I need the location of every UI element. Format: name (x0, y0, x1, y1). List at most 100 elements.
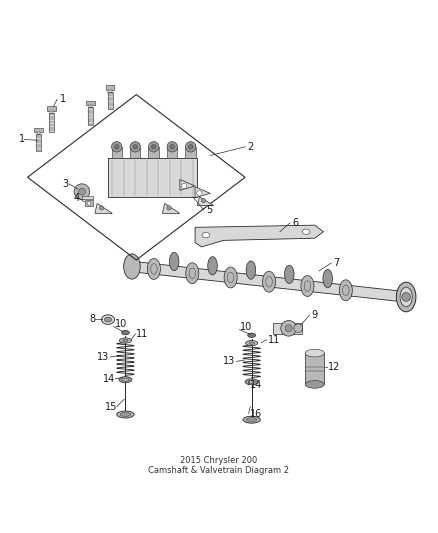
Polygon shape (195, 225, 323, 247)
Bar (85, 200, 93, 206)
Bar (106, 85, 114, 90)
Bar (185, 147, 196, 158)
Ellipse shape (147, 259, 160, 279)
Ellipse shape (285, 265, 294, 284)
Bar (88, 107, 93, 125)
Circle shape (74, 184, 90, 199)
Ellipse shape (305, 349, 324, 357)
Ellipse shape (186, 263, 199, 284)
Ellipse shape (323, 270, 332, 288)
Ellipse shape (396, 282, 416, 312)
Text: 5: 5 (206, 205, 212, 215)
Circle shape (197, 191, 202, 196)
Polygon shape (95, 204, 113, 213)
Ellipse shape (302, 229, 310, 235)
Ellipse shape (119, 377, 132, 383)
Ellipse shape (208, 257, 217, 275)
Circle shape (112, 142, 122, 152)
Circle shape (281, 320, 297, 336)
Circle shape (294, 324, 303, 333)
Ellipse shape (170, 253, 179, 271)
Text: 7: 7 (333, 258, 339, 268)
Bar (109, 90, 112, 93)
Text: 15: 15 (105, 402, 117, 411)
Ellipse shape (248, 333, 255, 337)
Bar (112, 147, 122, 158)
Text: 12: 12 (328, 362, 340, 373)
Text: 9: 9 (311, 310, 318, 320)
Bar (82, 196, 93, 199)
Circle shape (115, 144, 119, 149)
Text: 16: 16 (250, 409, 262, 418)
Bar (37, 132, 40, 135)
Ellipse shape (119, 338, 131, 343)
Circle shape (402, 293, 410, 301)
Ellipse shape (339, 280, 352, 301)
Ellipse shape (202, 232, 210, 238)
Circle shape (167, 206, 171, 210)
Circle shape (285, 325, 292, 332)
Bar (36, 134, 41, 151)
Ellipse shape (246, 341, 258, 346)
Ellipse shape (105, 317, 112, 322)
Ellipse shape (247, 418, 257, 422)
Circle shape (133, 144, 138, 149)
Text: 14: 14 (103, 374, 115, 384)
Circle shape (185, 142, 196, 152)
Circle shape (99, 206, 104, 210)
Text: 10: 10 (115, 319, 127, 329)
Ellipse shape (224, 267, 237, 288)
Ellipse shape (120, 413, 131, 416)
Text: 11: 11 (136, 329, 148, 339)
Bar (305, 353, 324, 384)
Text: 10: 10 (240, 322, 252, 333)
Circle shape (152, 144, 156, 149)
Text: 2015 Chrysler 200
Camshaft & Valvetrain Diagram 2: 2015 Chrysler 200 Camshaft & Valvetrain … (148, 456, 290, 475)
Circle shape (170, 144, 174, 149)
Circle shape (130, 142, 141, 152)
Bar (34, 128, 42, 132)
Text: 4: 4 (73, 193, 79, 203)
Ellipse shape (301, 276, 314, 296)
Ellipse shape (124, 254, 140, 279)
Text: 14: 14 (250, 380, 262, 390)
Circle shape (201, 198, 206, 203)
Polygon shape (197, 197, 214, 206)
Ellipse shape (249, 342, 254, 344)
Ellipse shape (245, 379, 258, 385)
Bar (86, 101, 95, 106)
Ellipse shape (262, 271, 276, 292)
Text: 3: 3 (62, 179, 68, 189)
Bar (49, 111, 53, 114)
Ellipse shape (117, 411, 134, 418)
Bar (167, 147, 177, 158)
Polygon shape (180, 180, 195, 190)
Text: 11: 11 (268, 335, 280, 345)
Text: 13: 13 (97, 352, 110, 362)
Text: 13: 13 (223, 357, 236, 366)
Text: 6: 6 (292, 218, 298, 228)
Bar (89, 105, 92, 108)
Text: 1: 1 (19, 134, 25, 144)
Polygon shape (195, 187, 210, 198)
Bar (148, 147, 159, 158)
Ellipse shape (305, 381, 324, 388)
Text: 1: 1 (60, 94, 66, 104)
Circle shape (188, 144, 193, 149)
Polygon shape (273, 323, 302, 334)
Ellipse shape (243, 416, 260, 423)
Text: 2: 2 (247, 142, 254, 152)
Bar (49, 113, 54, 132)
Polygon shape (162, 204, 180, 213)
Ellipse shape (102, 315, 115, 325)
Circle shape (167, 142, 177, 152)
Ellipse shape (122, 378, 129, 381)
Bar (130, 147, 141, 158)
Bar (108, 158, 197, 197)
Ellipse shape (400, 287, 412, 307)
Polygon shape (131, 261, 407, 302)
Ellipse shape (121, 330, 129, 335)
Ellipse shape (248, 381, 255, 383)
Circle shape (182, 183, 187, 189)
Text: 8: 8 (89, 314, 95, 324)
